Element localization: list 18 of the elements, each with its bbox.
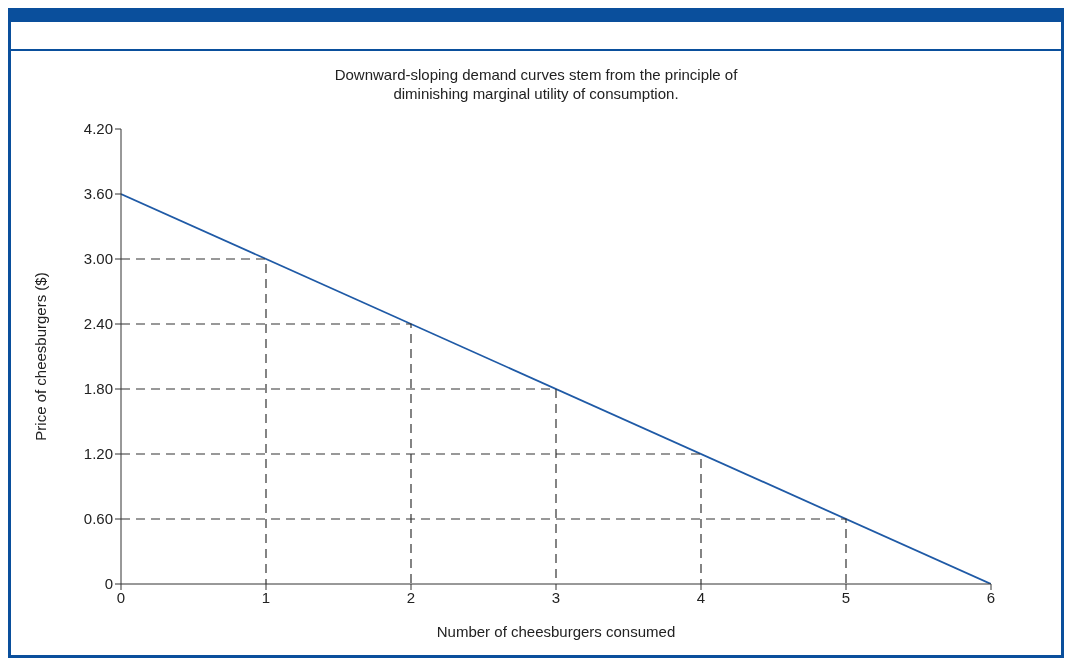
y-tick-label: 4.20	[83, 120, 113, 138]
y-tick-label: 1.80	[83, 380, 113, 398]
y-tick-label: 3.60	[83, 185, 113, 203]
chart-title: Downward-sloping demand curves stem from the principle of diminishing marginal utility of consumption.	[333, 65, 739, 103]
y-axis-title: Price of cheesburgers ($)	[32, 272, 50, 441]
x-tick-label: 2	[406, 588, 416, 606]
y-tick-label: 0	[104, 575, 113, 593]
y-tick-label: 3.00	[83, 250, 113, 268]
x-tick-label: 0	[116, 588, 126, 606]
x-tick-label: 4	[696, 588, 706, 606]
x-tick-label: 1	[261, 588, 271, 606]
x-tick-label: 5	[841, 588, 851, 606]
x-tick-label: 3	[551, 588, 561, 606]
y-tick-label: 2.40	[83, 315, 113, 333]
x-axis-title: Number of cheesburgers consumed	[436, 623, 676, 640]
y-tick-label: 0.60	[83, 510, 113, 528]
x-tick-label: 6	[986, 588, 996, 606]
y-tick-label: 1.20	[83, 445, 113, 463]
